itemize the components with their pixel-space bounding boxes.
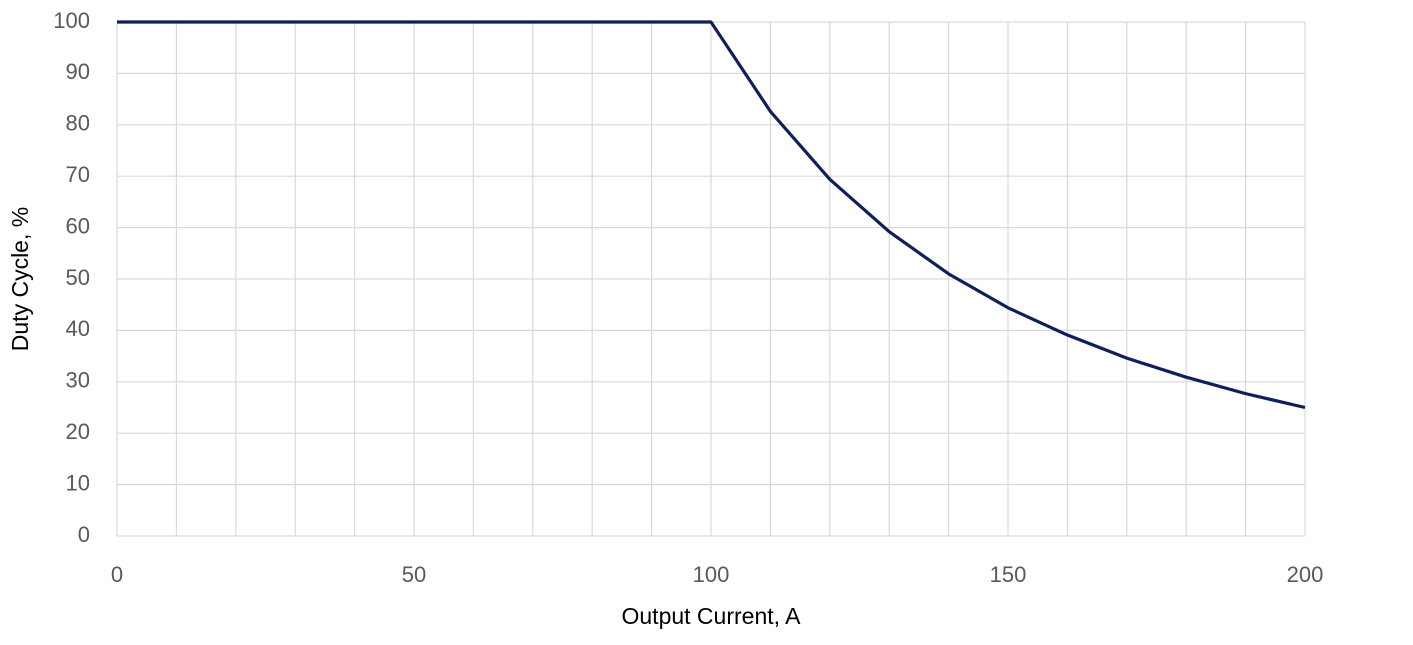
y-tick-label: 70 <box>66 162 90 187</box>
x-tick-label: 150 <box>990 562 1027 587</box>
y-tick-label: 40 <box>66 316 90 341</box>
x-axis-title: Output Current, A <box>622 603 802 629</box>
y-tick-label: 10 <box>66 470 90 495</box>
y-tick-label: 80 <box>66 111 90 136</box>
x-tick-label: 0 <box>111 562 123 587</box>
y-axis-title: Duty Cycle, % <box>7 207 33 351</box>
y-tick-label: 50 <box>66 265 90 290</box>
data-line <box>117 20 1306 410</box>
y-tick-label: 30 <box>66 368 90 393</box>
y-tick-label: 20 <box>66 419 90 444</box>
y-tick-label: 100 <box>53 8 90 33</box>
y-tick-label: 90 <box>66 59 90 84</box>
x-tick-label: 100 <box>693 562 730 587</box>
y-tick-label: 60 <box>66 213 90 238</box>
x-tick-label: 50 <box>402 562 426 587</box>
y-tick-label: 0 <box>78 522 90 547</box>
x-tick-label: 200 <box>1287 562 1324 587</box>
